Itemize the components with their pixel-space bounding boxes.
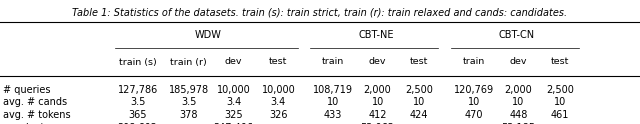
Text: dev: dev [369,58,387,66]
Text: 10: 10 [554,97,566,107]
Text: avg. # cands: avg. # cands [3,97,67,107]
Text: 424: 424 [410,110,428,120]
Text: 461: 461 [551,110,569,120]
Text: 3.5: 3.5 [181,97,196,107]
Text: 10: 10 [512,97,525,107]
Text: train (s): train (s) [119,58,156,66]
Text: 10: 10 [326,97,339,107]
Text: 10: 10 [467,97,480,107]
Text: # queries: # queries [3,85,51,95]
Text: 10: 10 [371,97,384,107]
Text: 10,000: 10,000 [262,85,295,95]
Text: 2,000: 2,000 [364,85,392,95]
Text: 3.4: 3.4 [226,97,241,107]
Text: 53,185: 53,185 [501,123,536,124]
Text: Table 1: Statistics of the datasets. train (s): train strict, train (r): train r: Table 1: Statistics of the datasets. tra… [72,7,568,17]
Text: 326: 326 [269,110,287,120]
Text: train: train [322,58,344,66]
Text: test: test [410,58,428,66]
Text: avg. # tokens: avg. # tokens [3,110,71,120]
Text: 120,769: 120,769 [454,85,493,95]
Text: train: train [463,58,484,66]
Text: dev: dev [225,58,243,66]
Text: 108,719: 108,719 [313,85,353,95]
Text: 448: 448 [509,110,527,120]
Text: 10: 10 [413,97,426,107]
Text: 412: 412 [369,110,387,120]
Text: CBT-NE: CBT-NE [358,30,394,40]
Text: 2,000: 2,000 [504,85,532,95]
Text: 127,786: 127,786 [118,85,157,95]
Text: 53,063: 53,063 [361,123,394,124]
Text: WDW: WDW [195,30,221,40]
Text: test: test [551,58,569,66]
Text: 3.4: 3.4 [271,97,286,107]
Text: train (r): train (r) [170,58,207,66]
Text: CBT-CN: CBT-CN [499,30,535,40]
Text: 3.5: 3.5 [130,97,145,107]
Text: 185,978: 185,978 [169,85,209,95]
Text: 2,500: 2,500 [405,85,433,95]
Text: 433: 433 [324,110,342,120]
Text: vocab size: vocab size [3,123,54,124]
Text: 308,602: 308,602 [118,123,157,124]
Text: dev: dev [509,58,527,66]
Text: 365: 365 [129,110,147,120]
Text: 2,500: 2,500 [546,85,574,95]
Text: test: test [269,58,287,66]
Text: 325: 325 [224,110,243,120]
Text: 470: 470 [465,110,483,120]
Text: 10,000: 10,000 [217,85,250,95]
Text: 347,406: 347,406 [214,123,253,124]
Text: 378: 378 [180,110,198,120]
